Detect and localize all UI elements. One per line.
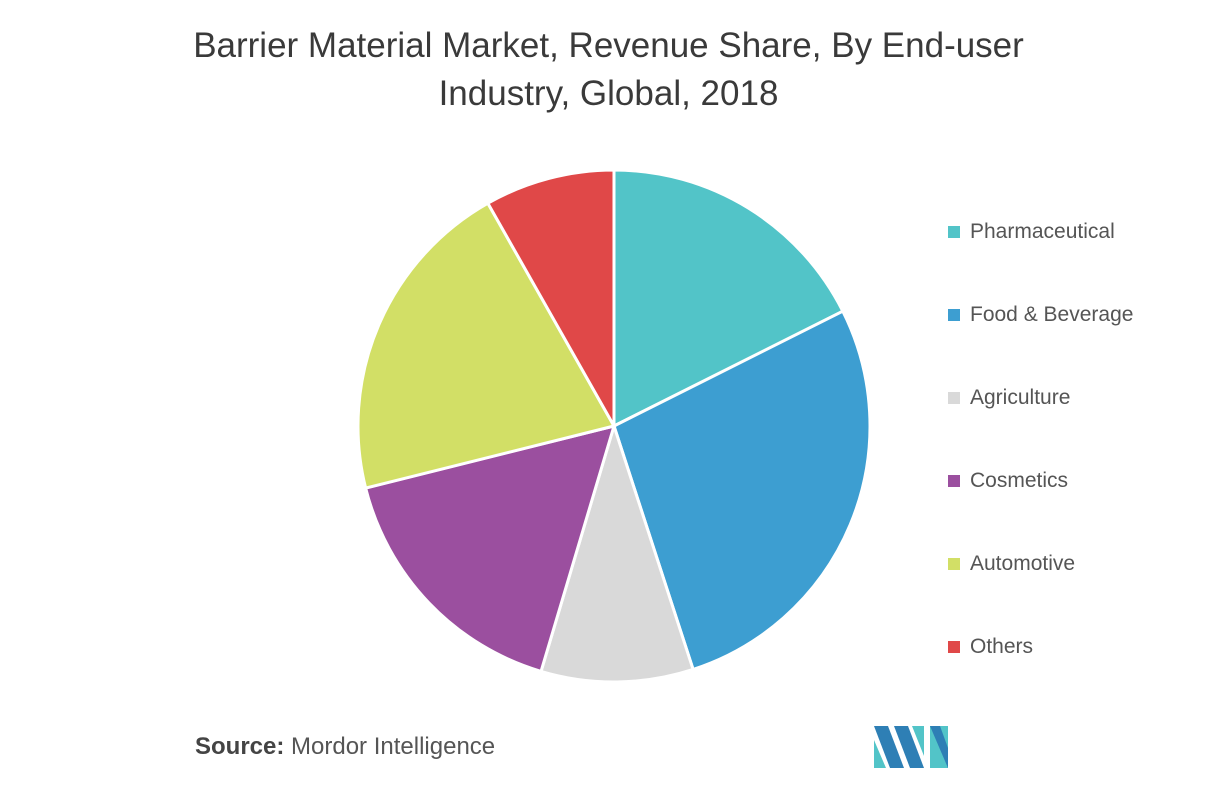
legend-label: Agriculture — [970, 386, 1071, 409]
legend-item: Agriculture — [948, 386, 1070, 410]
legend-swatch — [948, 475, 960, 487]
source-note: Source: Mordor Intelligence — [195, 733, 495, 761]
chart-title: Barrier Material Market, Revenue Share, … — [0, 22, 1217, 118]
legend-item: Cosmetics — [948, 469, 1068, 493]
legend-item: Automotive — [948, 552, 1075, 576]
title-line-2: Industry, Global, 2018 — [438, 74, 779, 113]
legend-swatch — [948, 392, 960, 404]
title-line-1: Barrier Material Market, Revenue Share, … — [193, 26, 1024, 65]
mordor-intelligence-logo — [874, 726, 948, 768]
legend-label: Others — [970, 635, 1034, 658]
pie-slice-pharmaceutical — [612, 168, 845, 429]
legend-label: Cosmetics — [970, 469, 1069, 492]
legend-label: Food & Beverage — [970, 303, 1134, 326]
legend-swatch — [948, 558, 960, 570]
pie-slice-agriculture — [539, 420, 695, 684]
pie-slice-cosmetics — [363, 423, 617, 674]
pie-slice-others — [485, 168, 616, 432]
legend-swatch — [948, 641, 960, 653]
legend-swatch — [948, 309, 960, 321]
source-text: Mordor Intelligence — [284, 733, 496, 760]
pie-slice-automotive — [356, 201, 617, 490]
legend-item: Others — [948, 635, 1033, 659]
legend-label: Pharmaceutical — [970, 220, 1115, 243]
legend-label: Automotive — [970, 552, 1076, 575]
legend-item: Pharmaceutical — [948, 220, 1115, 244]
pie-slice-food-beverage — [612, 309, 872, 672]
legend-swatch — [948, 226, 960, 238]
source-label: Source: — [195, 733, 285, 760]
legend-item: Food & Beverage — [948, 303, 1133, 327]
